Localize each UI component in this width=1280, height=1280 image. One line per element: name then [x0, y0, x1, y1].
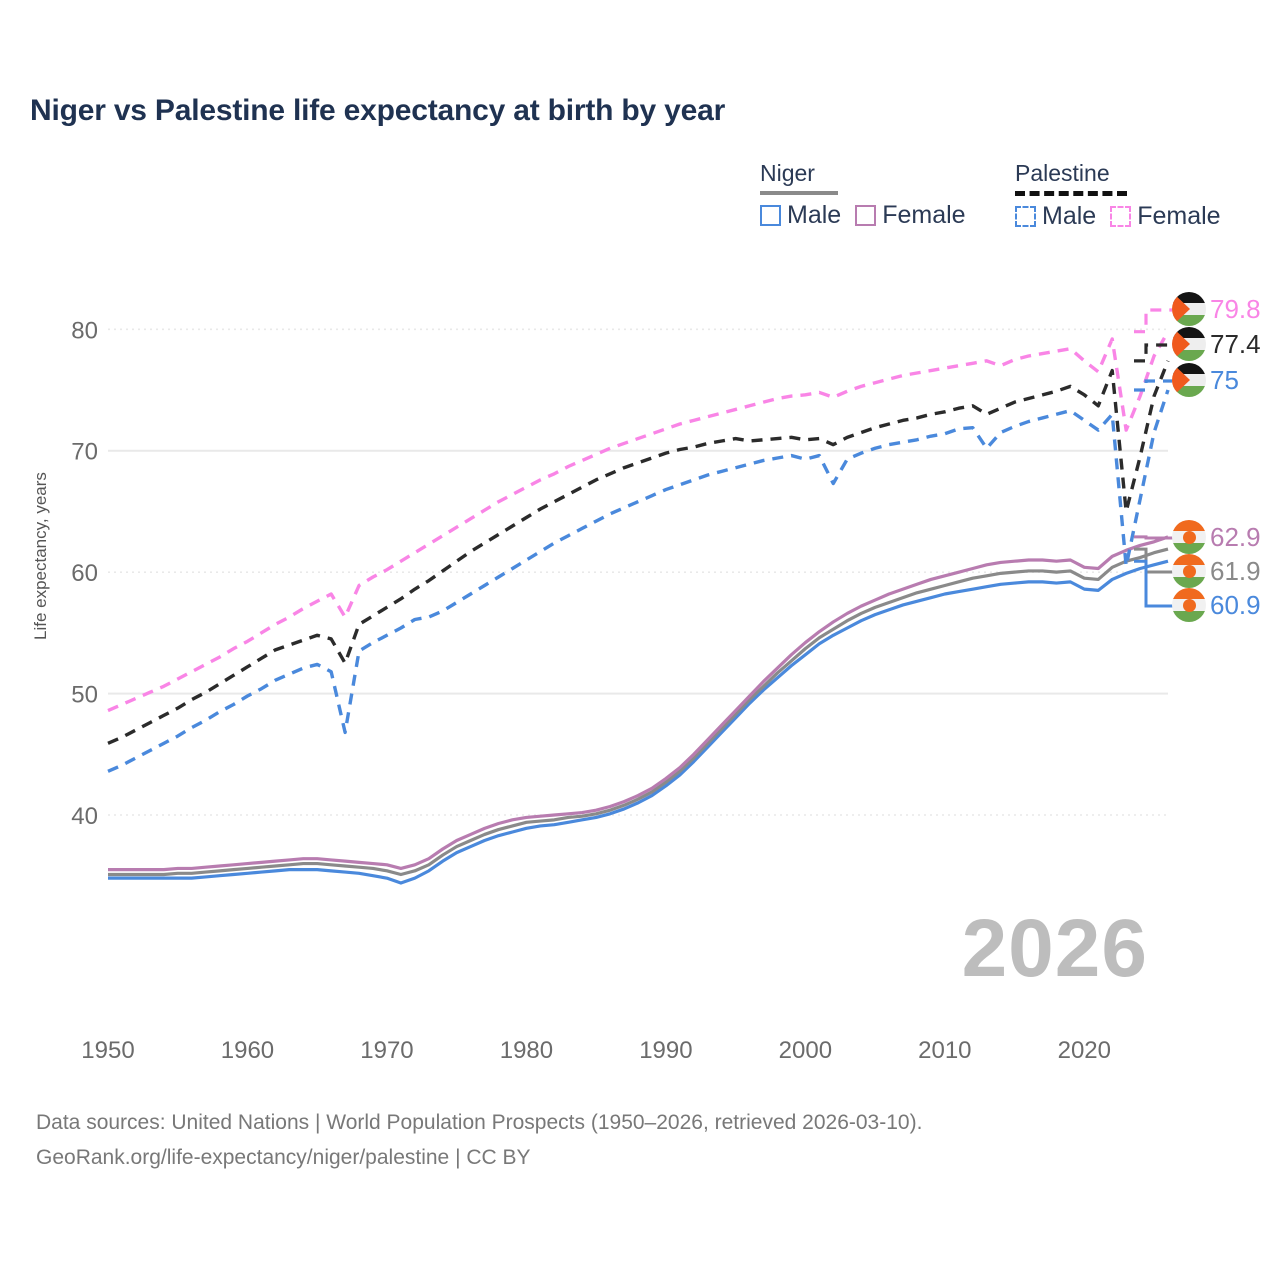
y-axis-tick-labels: 40 50 60 70 80	[71, 317, 98, 830]
legend-swatch-icon-palestine-male	[1015, 206, 1036, 227]
x-tick-1960: 1960	[221, 1037, 274, 1064]
y-tick-60: 60	[71, 560, 98, 587]
legend-swatch-icon-niger-male	[760, 205, 781, 226]
end-label-niger-total-value: 61.9	[1210, 555, 1261, 586]
palestine-flag-icon	[1172, 327, 1206, 361]
series-line-palestine-male	[107, 389, 1170, 773]
x-tick-2010: 2010	[918, 1037, 971, 1064]
x-tick-2000: 2000	[779, 1037, 832, 1064]
legend-swatch-icon-niger-female	[855, 205, 877, 226]
x-tick-1970: 1970	[360, 1037, 413, 1064]
line-chart-plot: 40 50 60 70 80 1950 1960 1970 1980 1990 2000 2010 2…	[31, 308, 1178, 1064]
niger-flag-icon	[1172, 588, 1206, 622]
legend-item-palestine-female[interactable]: Female	[1110, 202, 1221, 231]
end-label-niger-total: 61.9	[1172, 554, 1261, 588]
leader-line-niger-female	[1134, 535, 1178, 540]
x-tick-1950: 1950	[81, 1037, 134, 1064]
y-tick-80: 80	[71, 317, 98, 344]
legend-item-niger-male[interactable]: Male	[760, 201, 841, 230]
end-label-niger-male: 60.9	[1172, 588, 1261, 622]
legend-item-niger-female[interactable]: Female	[855, 201, 966, 230]
palestine-flag-icon	[1172, 363, 1206, 397]
niger-flag-icon	[1172, 520, 1206, 554]
end-label-palestine-male-value: 75	[1210, 364, 1239, 395]
leader-line-palestine-male	[1134, 379, 1178, 392]
end-label-palestine-total: 77.4	[1172, 327, 1261, 361]
series-line-palestine-total	[107, 360, 1170, 745]
year-watermark: 2026	[961, 903, 1148, 994]
legend-heading-niger: Niger	[760, 160, 815, 186]
end-label-niger-female-value: 62.9	[1210, 521, 1261, 552]
legend-item-palestine-male[interactable]: Male	[1015, 202, 1096, 231]
end-label-niger-female: 62.9	[1172, 520, 1261, 554]
legend-rule-niger	[760, 191, 838, 195]
y-tick-50: 50	[71, 682, 98, 709]
niger-flag-icon	[1172, 554, 1206, 588]
y-tick-40: 40	[71, 803, 98, 830]
legend-label-niger-female: Female	[882, 201, 966, 229]
end-label-palestine-female-value: 79.8	[1210, 293, 1261, 324]
end-label-palestine-male: 75	[1172, 363, 1239, 397]
palestine-flag-icon	[1172, 292, 1206, 326]
leader-line-palestine-total	[1134, 343, 1178, 363]
end-label-palestine-female: 79.8	[1172, 292, 1261, 326]
legend-rule-palestine	[1015, 191, 1127, 196]
chart-footer: Data sources: United Nations | World Pop…	[36, 1106, 1236, 1175]
chart-series-lines	[107, 330, 1170, 885]
chart-legend: Niger Male Female Palestine Male	[750, 160, 1260, 240]
series-line-niger-male	[108, 559, 1169, 885]
footer-line-attribution: GeoRank.org/life-expectancy/niger/palest…	[36, 1145, 531, 1169]
legend-heading-palestine: Palestine	[1015, 160, 1110, 186]
x-tick-1990: 1990	[639, 1037, 692, 1064]
end-label-palestine-total-value: 77.4	[1210, 328, 1261, 359]
y-axis-title: Life expectancy, years	[31, 472, 50, 640]
legend-label-palestine-male: Male	[1042, 202, 1097, 230]
x-tick-1980: 1980	[500, 1037, 553, 1064]
series-line-niger-female	[108, 535, 1169, 872]
chart-gridlines	[108, 328, 1168, 816]
legend-label-palestine-female: Female	[1137, 202, 1221, 230]
footer-line-sources: Data sources: United Nations | World Pop…	[36, 1111, 923, 1134]
x-axis-tick-labels: 1950 1960 1970 1980 1990 2000 2010 2020	[81, 1037, 1111, 1064]
y-tick-70: 70	[71, 439, 98, 466]
leader-line-palestine-female	[1134, 308, 1178, 334]
chart-leader-lines	[1134, 308, 1178, 608]
end-label-niger-male-value: 60.9	[1210, 589, 1261, 620]
series-line-niger-total	[108, 547, 1169, 877]
series-line-palestine-female	[107, 330, 1170, 713]
legend-group-niger: Niger Male Female	[760, 160, 966, 230]
legend-swatch-icon-palestine-female	[1110, 206, 1132, 227]
legend-label-niger-male: Male	[787, 201, 842, 229]
legend-group-palestine: Palestine Male Female	[1015, 160, 1221, 231]
page-title: Niger vs Palestine life expectancy at bi…	[30, 94, 726, 127]
x-tick-2020: 2020	[1058, 1037, 1111, 1064]
leader-line-niger-male	[1134, 559, 1178, 608]
